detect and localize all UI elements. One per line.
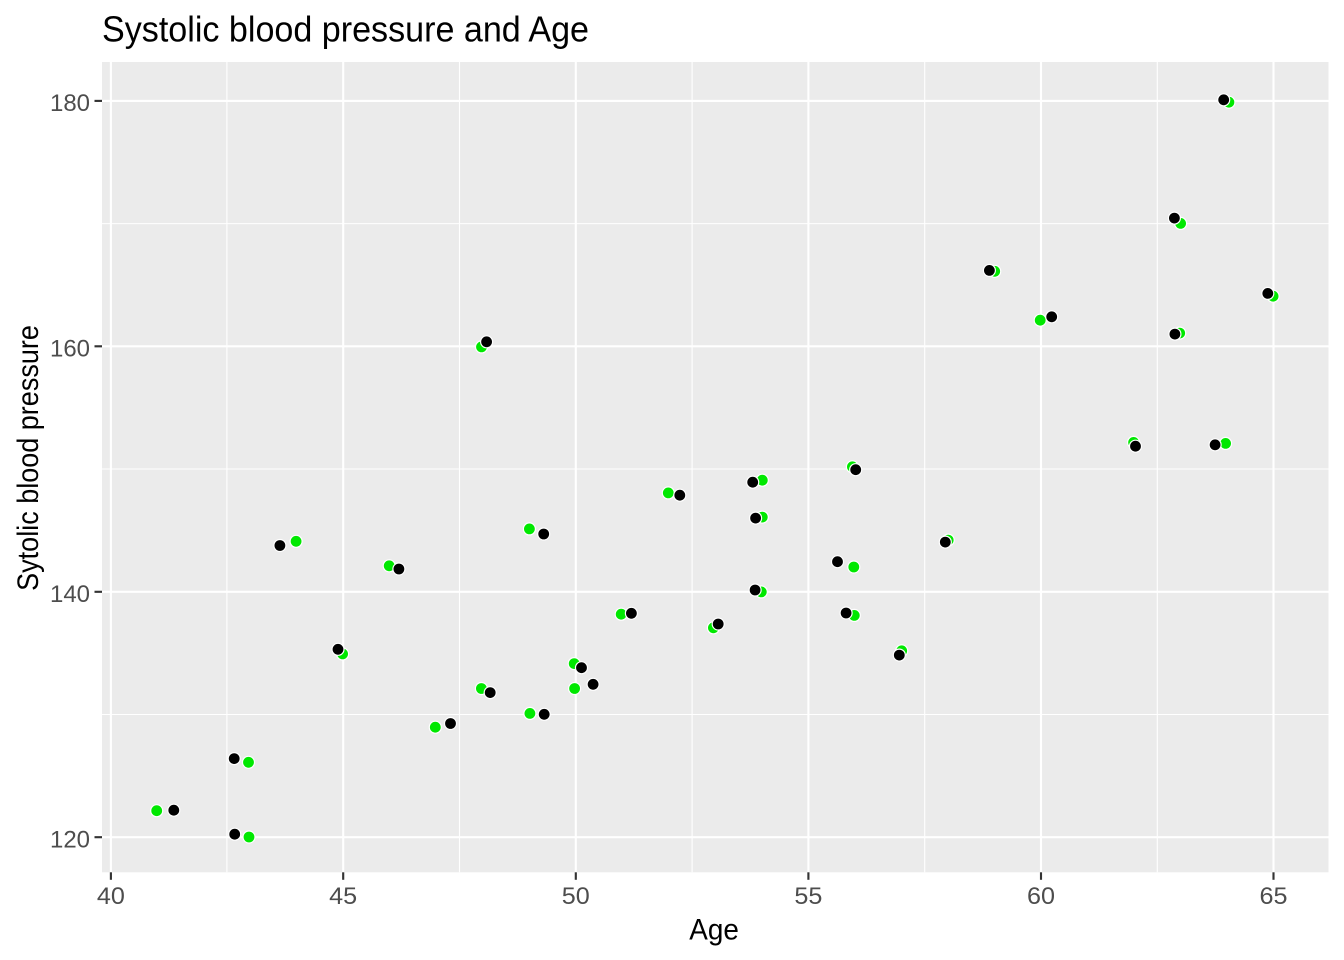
svg-text:65: 65 bbox=[1260, 883, 1288, 910]
svg-text:40: 40 bbox=[97, 883, 125, 910]
svg-text:180: 180 bbox=[50, 90, 90, 117]
svg-text:Sytolic blood pressure: Sytolic blood pressure bbox=[12, 325, 45, 591]
svg-text:45: 45 bbox=[329, 883, 357, 910]
svg-text:140: 140 bbox=[50, 581, 90, 608]
svg-text:60: 60 bbox=[1027, 883, 1055, 910]
svg-text:50: 50 bbox=[562, 883, 590, 910]
svg-text:160: 160 bbox=[50, 335, 90, 362]
svg-text:Age: Age bbox=[689, 914, 739, 947]
svg-text:55: 55 bbox=[794, 883, 822, 910]
svg-text:Systolic blood pressure and Ag: Systolic blood pressure and Age bbox=[102, 8, 589, 49]
svg-text:120: 120 bbox=[50, 826, 90, 853]
